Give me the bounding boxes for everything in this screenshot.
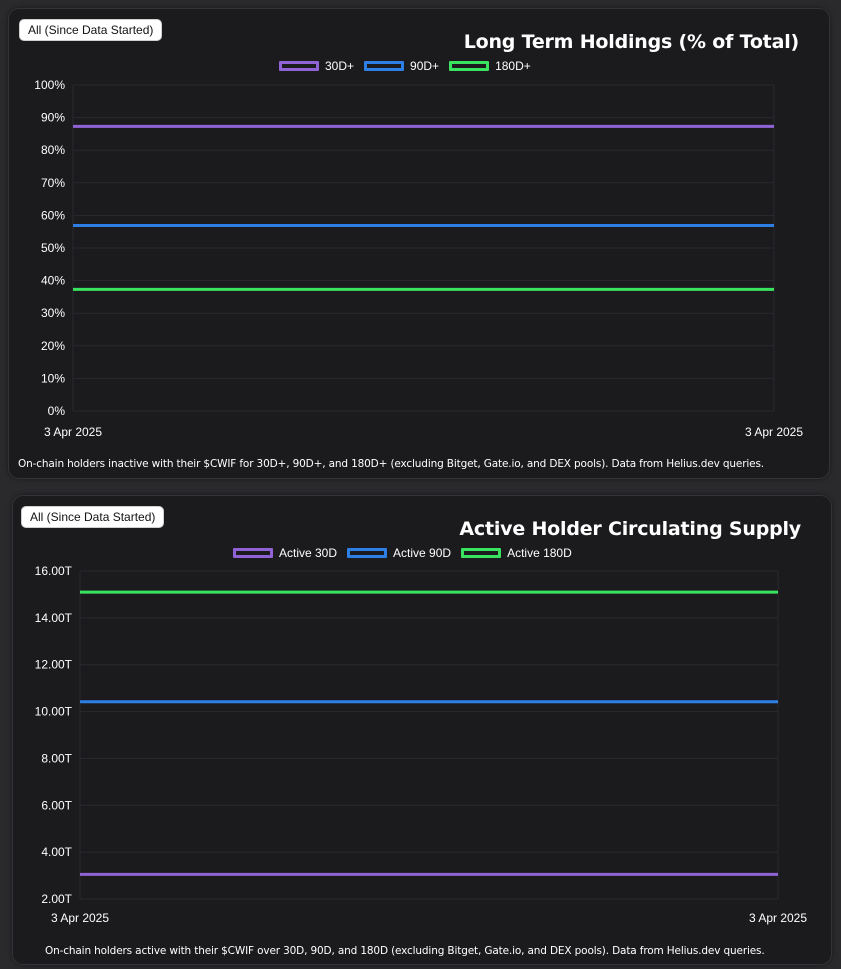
- y-tick-label: 70%: [41, 176, 65, 190]
- legend-label-90d: 90D+: [410, 59, 440, 73]
- y-tick-label: 90%: [41, 111, 65, 125]
- legend-label-active-90d: Active 90D: [393, 546, 452, 560]
- legend-swatch-active-180d: [461, 548, 502, 558]
- y-tick-label: 30%: [41, 306, 65, 320]
- chart-title: Long Term Holdings (% of Total): [463, 31, 800, 53]
- y-tick-label: 8.00T: [41, 751, 72, 765]
- legend-swatch-active-30d: [233, 548, 273, 558]
- y-tick-label: 100%: [34, 78, 65, 92]
- x-tick-label: 3 Apr 2025: [745, 425, 803, 439]
- y-tick-label: 0%: [48, 404, 66, 418]
- legend-item-active-90d[interactable]: Active 90D: [347, 546, 451, 560]
- legend-item-90d[interactable]: 90D+: [364, 59, 439, 73]
- y-tick-label: 2.00T: [41, 892, 72, 906]
- legend-item-active-30d[interactable]: Active 30D: [233, 546, 337, 560]
- range-selector-button[interactable]: All (Since Data Started): [19, 19, 163, 41]
- legend-item-30d[interactable]: 30D+: [279, 59, 354, 73]
- chart-caption: On-chain holders active with their $CWIF…: [45, 945, 765, 957]
- legend-label-active-30d: Active 30D: [279, 546, 338, 560]
- legend-label-30d: 30D+: [325, 59, 355, 73]
- legend-swatch-180d: [449, 61, 490, 71]
- chart-legend: 30D+ 90D+ 180D+: [279, 59, 531, 73]
- chart-caption: On-chain holders inactive with their $CW…: [18, 458, 764, 470]
- x-tick-label: 3 Apr 2025: [44, 425, 102, 439]
- legend-label-180d: 180D+: [495, 59, 531, 73]
- y-tick-label: 16.00T: [35, 564, 73, 578]
- y-tick-label: 10.00T: [35, 705, 73, 719]
- y-tick-label: 80%: [41, 143, 65, 157]
- legend-swatch-active-90d: [347, 548, 388, 558]
- range-selector-button[interactable]: All (Since Data Started): [21, 506, 165, 528]
- y-tick-label: 60%: [41, 208, 65, 222]
- active-holder-supply-chart: 2.00T 4.00T 6.00T 8.00T 10.00T 12.00T 14.00T 16…: [35, 564, 808, 925]
- y-tick-label: 12.00T: [35, 658, 73, 672]
- legend-label-active-180d: Active 180D: [507, 546, 572, 560]
- y-tick-label: 4.00T: [41, 845, 72, 859]
- long-term-holdings-chart: 0% 10% 20% 30% 40% 50% 60% 70% 80% 90% 100% 3 Apr 2…: [34, 78, 803, 439]
- long-term-holdings-panel: All (Since Data Started) Long Term Holdi…: [9, 9, 829, 478]
- y-tick-label: 6.00T: [41, 798, 72, 812]
- legend-swatch-30d: [279, 61, 319, 71]
- legend-item-active-180d[interactable]: Active 180D: [461, 546, 572, 560]
- y-tick-label: 40%: [41, 274, 65, 288]
- y-tick-label: 20%: [41, 339, 65, 353]
- y-tick-label: 50%: [41, 241, 65, 255]
- chart-legend: Active 30D Active 90D Active 180D: [233, 546, 572, 560]
- y-tick-label: 10%: [41, 371, 65, 385]
- y-tick-label: 14.00T: [35, 611, 73, 625]
- chart-title: Active Holder Circulating Supply: [459, 518, 801, 540]
- legend-swatch-90d: [364, 61, 405, 71]
- legend-item-180d[interactable]: 180D+: [449, 59, 531, 73]
- x-tick-label: 3 Apr 2025: [749, 911, 807, 925]
- active-holder-supply-panel: All (Since Data Started) Active Holder C…: [13, 496, 831, 964]
- x-tick-label: 3 Apr 2025: [51, 911, 109, 925]
